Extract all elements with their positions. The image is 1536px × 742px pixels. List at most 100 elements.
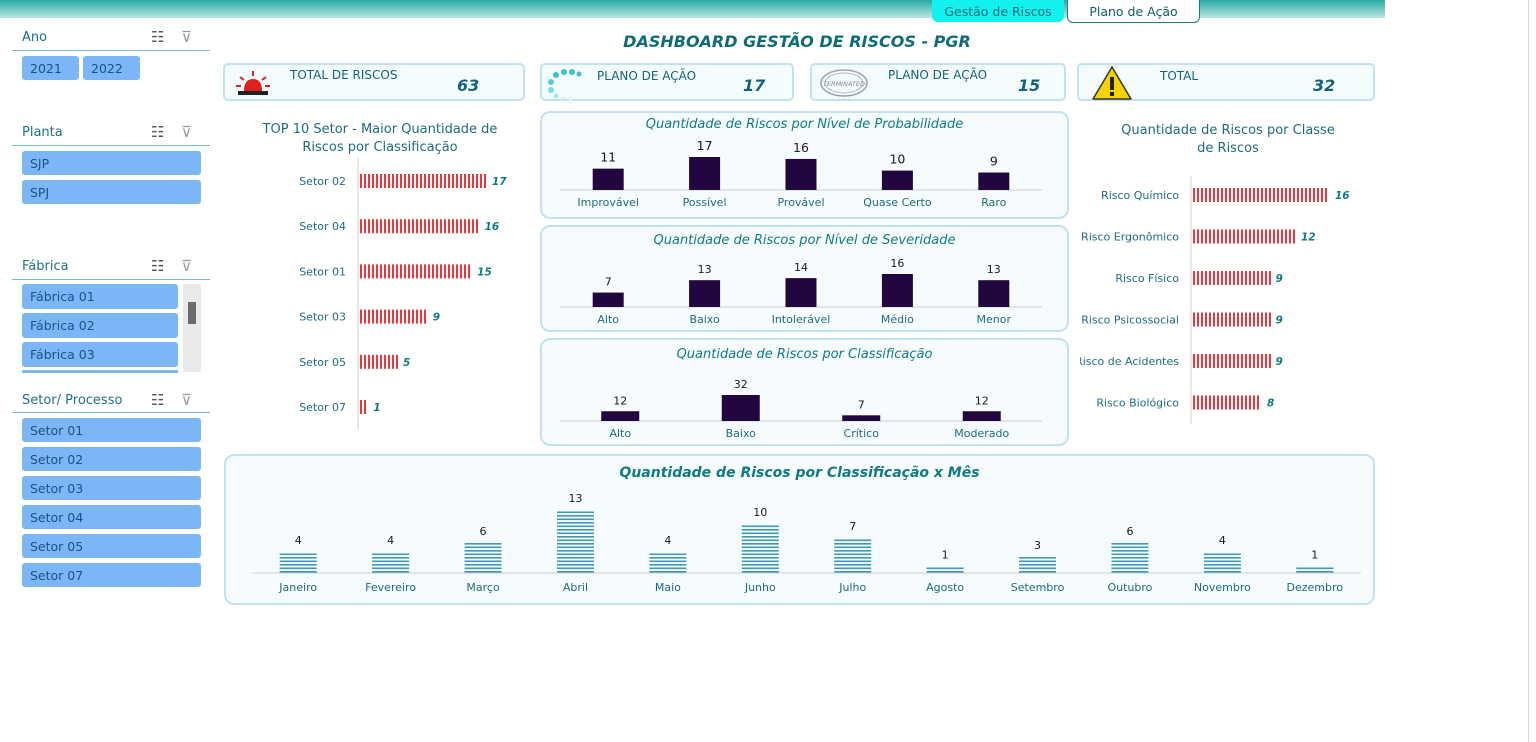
bar	[834, 539, 872, 573]
chart-title-top10-setor: TOP 10 Setor - Maior Quantidade de Risco…	[262, 122, 498, 155]
bar	[1193, 188, 1327, 202]
kpi-total-riscos: TOTAL DE RISCOS 63	[223, 63, 525, 101]
bar	[372, 553, 410, 573]
chart-classificacao: 12 Alto 32 Baixo 7 Crítico 12 Moderado	[560, 378, 1042, 440]
slicer-item-fabrica-03[interactable]: Fábrica 03	[22, 342, 178, 367]
tick-label: Setor 07	[299, 401, 346, 414]
slicer-item-sjp[interactable]: SJP	[22, 151, 201, 175]
data-label: 13	[698, 263, 712, 276]
bar	[978, 172, 1010, 190]
bar	[360, 264, 470, 279]
slicer-item-2022[interactable]: 2022	[83, 56, 140, 80]
slicer-item-setor-01[interactable]: Setor 01	[22, 418, 201, 442]
slicer-item-partial	[22, 370, 178, 373]
data-label: 4	[295, 534, 302, 547]
scrollbar-track[interactable]	[183, 284, 201, 372]
data-label: 6	[1126, 525, 1133, 538]
bar	[785, 278, 817, 307]
bar	[360, 309, 426, 324]
data-label: 11	[600, 150, 616, 165]
tick-label: Risco Físico	[1115, 272, 1179, 285]
data-label: 4	[1219, 534, 1226, 547]
tick-label: Alto	[609, 427, 631, 440]
data-label: 1	[942, 548, 949, 561]
bar	[881, 274, 913, 307]
bar	[279, 553, 317, 573]
chart-title-mes: Quantidade de Riscos por Classificação x…	[619, 465, 980, 481]
tick-label: Agosto	[926, 581, 964, 594]
kpi-total: TOTAL 32	[1077, 63, 1375, 101]
bar	[592, 292, 624, 307]
data-label: 9	[1276, 273, 1283, 285]
clear-filter-icon[interactable]: ⊽	[181, 391, 192, 409]
data-label: 16	[1335, 190, 1350, 202]
clear-filter-icon[interactable]: ⊽	[181, 123, 192, 141]
slicer-item-setor-05[interactable]: Setor 05	[22, 534, 201, 558]
slicer-item-2021[interactable]: 2021	[22, 56, 79, 80]
clear-filter-icon[interactable]: ⊽	[181, 257, 192, 275]
data-label: 12	[613, 394, 627, 407]
multi-select-icon[interactable]: ☷	[151, 123, 165, 141]
data-label: 10	[753, 506, 767, 519]
tick-label: Crítico	[844, 427, 880, 440]
panel-classificacao	[540, 338, 1069, 446]
bar	[592, 168, 624, 190]
kpi-label: PLANO DE AÇÃO	[888, 68, 988, 82]
slicer-item-setor-02[interactable]: Setor 02	[22, 447, 201, 471]
tab-gestao-de-riscos[interactable]: Gestão de Riscos	[932, 0, 1064, 22]
slicer-item-fabrica-01[interactable]: Fábrica 01	[22, 284, 178, 309]
chart-title-classificacao: Quantidade de Riscos por Classificação	[676, 347, 933, 362]
bar	[1193, 229, 1295, 244]
bar	[1193, 395, 1259, 410]
kpi-label: PLANO DE AÇÃO	[597, 69, 697, 83]
warning-icon	[1092, 66, 1132, 100]
multi-select-icon[interactable]: ☷	[151, 28, 165, 46]
bar	[1019, 557, 1057, 573]
data-label: 7	[605, 276, 612, 289]
slicer-item-setor-03[interactable]: Setor 03	[22, 476, 201, 500]
data-label: 4	[387, 534, 394, 547]
kpi-plano-acao-concluido: TERMINATED PLANO DE AÇÃO 15	[810, 63, 1066, 101]
slicer-item-spj[interactable]: SPJ	[22, 180, 201, 204]
tick-label: Risco Biológico	[1096, 397, 1179, 410]
tick-label: Moderado	[954, 427, 1009, 440]
kpi-label: TOTAL DE RISCOS	[290, 68, 398, 82]
bar	[978, 280, 1010, 307]
slicer-planta-title: Planta	[22, 125, 63, 140]
bar	[689, 280, 721, 307]
data-label: 15	[477, 266, 492, 278]
multi-select-icon[interactable]: ☷	[151, 257, 165, 275]
slicer-divider	[12, 412, 210, 413]
bar	[926, 567, 964, 573]
slicer-divider	[12, 50, 210, 51]
tick-label: Risco Ergonômico	[1081, 231, 1179, 244]
slicer-fabrica-title: Fábrica	[22, 259, 69, 274]
chart-probabilidade: 11 Improvável 17 Possível 16 Provável 10 Quase …	[560, 138, 1042, 209]
multi-select-icon[interactable]: ☷	[151, 391, 165, 409]
tick-label: Quase Certo	[863, 196, 932, 209]
tick-label: Novembro	[1194, 581, 1251, 594]
tick-label: Improvável	[577, 196, 639, 209]
kpi-value: 15	[1018, 76, 1041, 95]
data-label: 9	[990, 154, 998, 169]
kpi-value: 32	[1313, 76, 1336, 95]
data-label: 5	[403, 357, 410, 369]
data-label: 6	[480, 525, 487, 538]
data-label: 16	[485, 221, 500, 233]
data-label: 13	[987, 263, 1001, 276]
clear-filter-icon[interactable]: ⊽	[181, 28, 192, 46]
tick-label: Menor	[977, 313, 1012, 326]
data-label: 9	[1276, 356, 1283, 368]
chart-title-probabilidade: Quantidade de Riscos por Nível de Probab…	[645, 117, 964, 132]
data-label: 9	[1276, 315, 1283, 327]
slicer-item-setor-04[interactable]: Setor 04	[22, 505, 201, 529]
data-label: 16	[890, 257, 904, 270]
kpi-value: 63	[457, 76, 480, 95]
slicer-item-setor-07[interactable]: Setor 07	[22, 563, 201, 587]
slicer-item-fabrica-02[interactable]: Fábrica 02	[22, 313, 178, 338]
svg-text:TERMINATED: TERMINATED	[823, 80, 865, 88]
scrollbar-thumb[interactable]	[188, 302, 196, 324]
tick-label: Setembro	[1011, 581, 1065, 594]
tab-plano-de-acao[interactable]: Plano de Ação	[1067, 0, 1200, 23]
